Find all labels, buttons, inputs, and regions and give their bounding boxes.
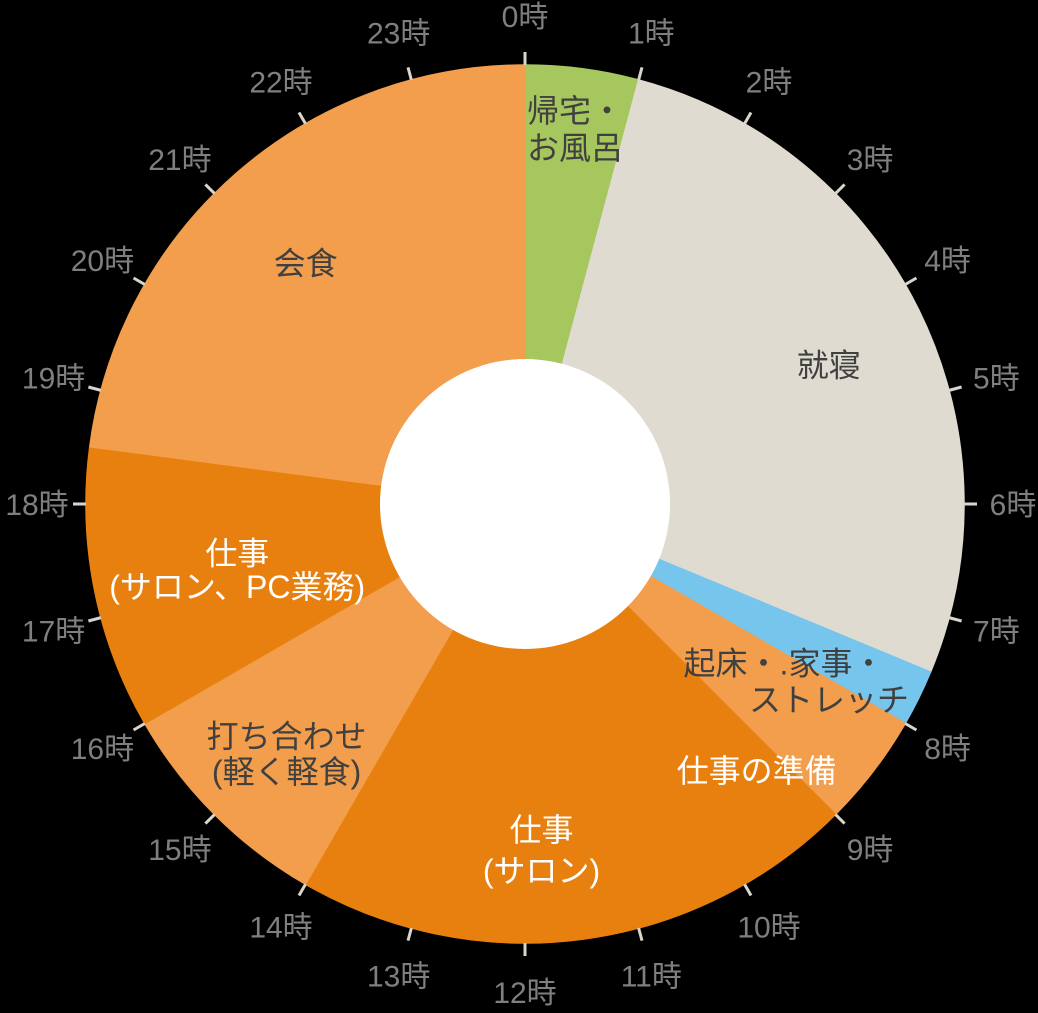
svg-text:4時: 4時 xyxy=(924,245,971,278)
svg-text:打ち合わせ: 打ち合わせ xyxy=(207,719,367,755)
svg-text:23時: 23時 xyxy=(367,18,430,51)
svg-text:ストレッチ: ストレッチ xyxy=(749,682,909,718)
svg-text:帰宅・: 帰宅・ xyxy=(527,93,623,129)
svg-text:(軽く軽食): (軽く軽食) xyxy=(212,754,361,790)
svg-text:仕事: 仕事 xyxy=(509,812,573,848)
svg-text:5時: 5時 xyxy=(973,363,1020,396)
svg-text:16時: 16時 xyxy=(71,733,134,766)
svg-text:お風呂: お風呂 xyxy=(527,130,623,166)
svg-text:2時: 2時 xyxy=(746,66,793,99)
svg-text:7時: 7時 xyxy=(973,615,1020,648)
svg-text:17時: 17時 xyxy=(22,615,85,648)
svg-text:(サロン、PC業務): (サロン、PC業務) xyxy=(109,569,365,605)
svg-text:13時: 13時 xyxy=(367,960,430,993)
svg-text:19時: 19時 xyxy=(22,363,85,396)
svg-text:(サロン): (サロン) xyxy=(483,853,600,889)
svg-text:就寝: 就寝 xyxy=(797,347,861,383)
svg-text:6時: 6時 xyxy=(990,489,1037,522)
svg-text:14時: 14時 xyxy=(249,912,312,945)
svg-text:会食: 会食 xyxy=(274,246,338,282)
svg-text:3時: 3時 xyxy=(847,144,894,177)
svg-text:8時: 8時 xyxy=(924,733,971,766)
svg-text:22時: 22時 xyxy=(249,66,312,99)
svg-text:仕事の準備: 仕事の準備 xyxy=(677,753,837,789)
svg-text:11時: 11時 xyxy=(621,960,682,993)
svg-text:15時: 15時 xyxy=(148,834,211,867)
svg-text:12時: 12時 xyxy=(493,977,556,1010)
svg-text:20時: 20時 xyxy=(71,245,134,278)
svg-text:起床・.家事・: 起床・.家事・ xyxy=(684,646,885,682)
svg-text:1時: 1時 xyxy=(628,18,675,51)
svg-text:仕事: 仕事 xyxy=(205,536,269,572)
svg-text:10時: 10時 xyxy=(737,912,800,945)
svg-text:9時: 9時 xyxy=(847,834,894,867)
svg-text:21時: 21時 xyxy=(148,144,211,177)
svg-text:0時: 0時 xyxy=(502,1,549,34)
svg-text:18時: 18時 xyxy=(5,489,68,522)
